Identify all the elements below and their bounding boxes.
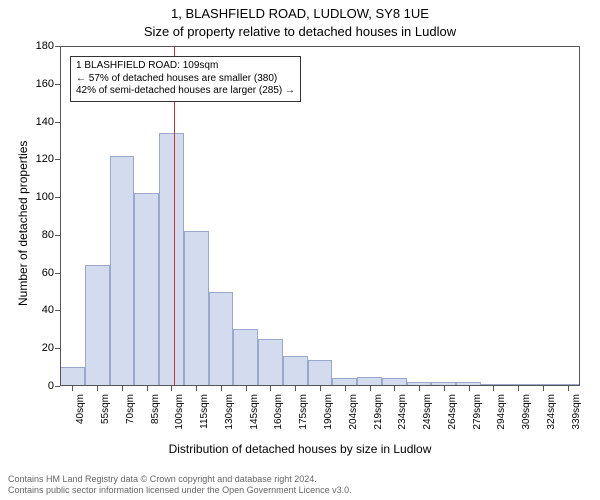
- x-tick-mark: [72, 386, 73, 391]
- y-tick-label: 80: [24, 229, 54, 241]
- annotation-box: 1 BLASHFIELD ROAD: 109sqm ← 57% of detac…: [70, 56, 301, 102]
- histogram-bar: [332, 378, 357, 386]
- x-tick-mark: [122, 386, 123, 391]
- y-tick-mark: [55, 197, 60, 198]
- x-tick-mark: [97, 386, 98, 391]
- x-tick-label: 130sqm: [224, 394, 235, 430]
- y-tick-label: 60: [24, 267, 54, 279]
- histogram-bar: [233, 329, 258, 386]
- y-tick-label: 40: [24, 304, 54, 316]
- x-tick-label: 249sqm: [422, 394, 433, 430]
- y-tick-mark: [55, 273, 60, 274]
- x-tick-mark: [147, 386, 148, 391]
- histogram-bar: [209, 292, 234, 386]
- y-tick-label: 160: [24, 78, 54, 90]
- x-tick-mark: [345, 386, 346, 391]
- x-tick-mark: [543, 386, 544, 391]
- histogram-bar: [382, 378, 407, 386]
- histogram-bar: [134, 193, 159, 386]
- footer-line2: Contains public sector information licen…: [8, 485, 352, 496]
- y-tick-mark: [55, 386, 60, 387]
- histogram-bar: [308, 360, 333, 386]
- x-tick-label: 55sqm: [100, 394, 111, 424]
- y-axis-label: Number of detached properties: [16, 141, 30, 306]
- y-tick-label: 0: [24, 380, 54, 392]
- x-tick-label: 145sqm: [249, 394, 260, 430]
- histogram-bar: [184, 231, 209, 386]
- histogram-bar: [283, 356, 308, 386]
- x-tick-label: 115sqm: [199, 394, 210, 429]
- x-tick-label: 70sqm: [125, 394, 136, 424]
- histogram-bar: [60, 367, 85, 386]
- y-tick-mark: [55, 46, 60, 47]
- x-tick-mark: [419, 386, 420, 391]
- x-tick-label: 234sqm: [397, 394, 408, 430]
- x-tick-mark: [171, 386, 172, 391]
- x-tick-label: 279sqm: [472, 394, 483, 430]
- x-tick-mark: [370, 386, 371, 391]
- x-tick-mark: [196, 386, 197, 391]
- chart-title-line1: 1, BLASHFIELD ROAD, LUDLOW, SY8 1UE: [0, 6, 600, 21]
- x-tick-label: 175sqm: [298, 394, 309, 430]
- histogram-bar: [159, 133, 184, 386]
- annotation-line3: 42% of semi-detached houses are larger (…: [76, 85, 295, 98]
- x-tick-mark: [444, 386, 445, 391]
- annotation-line1: 1 BLASHFIELD ROAD: 109sqm: [76, 60, 295, 73]
- histogram-bar: [110, 156, 135, 386]
- x-tick-mark: [270, 386, 271, 391]
- x-tick-label: 339sqm: [571, 394, 582, 430]
- x-tick-mark: [295, 386, 296, 391]
- footer-credits: Contains HM Land Registry data © Crown c…: [8, 474, 352, 496]
- x-tick-mark: [568, 386, 569, 391]
- x-tick-label: 204sqm: [348, 394, 359, 430]
- x-axis-caption: Distribution of detached houses by size …: [0, 442, 600, 456]
- y-tick-label: 140: [24, 116, 54, 128]
- x-tick-label: 294sqm: [496, 394, 507, 430]
- x-tick-mark: [246, 386, 247, 391]
- y-tick-mark: [55, 235, 60, 236]
- annotation-line2: ← 57% of detached houses are smaller (38…: [76, 73, 295, 86]
- footer-line1: Contains HM Land Registry data © Crown c…: [8, 474, 352, 485]
- x-tick-label: 85sqm: [150, 394, 161, 424]
- x-tick-mark: [518, 386, 519, 391]
- y-tick-label: 100: [24, 191, 54, 203]
- x-tick-label: 324sqm: [546, 394, 557, 430]
- x-tick-label: 264sqm: [447, 394, 458, 430]
- x-tick-label: 100sqm: [174, 394, 185, 430]
- x-tick-mark: [221, 386, 222, 391]
- y-tick-mark: [55, 122, 60, 123]
- y-tick-label: 20: [24, 342, 54, 354]
- x-tick-label: 40sqm: [75, 394, 86, 424]
- y-tick-label: 180: [24, 40, 54, 52]
- chart-title-line2: Size of property relative to detached ho…: [0, 24, 600, 39]
- x-tick-label: 160sqm: [273, 394, 284, 430]
- y-tick-mark: [55, 159, 60, 160]
- histogram-bar: [258, 339, 283, 386]
- x-tick-mark: [469, 386, 470, 391]
- x-tick-label: 309sqm: [521, 394, 532, 430]
- y-tick-mark: [55, 84, 60, 85]
- x-tick-mark: [493, 386, 494, 391]
- x-tick-mark: [320, 386, 321, 391]
- x-tick-mark: [394, 386, 395, 391]
- y-tick-mark: [55, 310, 60, 311]
- histogram-bar: [357, 377, 382, 386]
- y-tick-label: 120: [24, 153, 54, 165]
- y-tick-mark: [55, 348, 60, 349]
- histogram-bar: [85, 265, 110, 386]
- x-tick-label: 190sqm: [323, 394, 334, 430]
- x-tick-label: 219sqm: [373, 394, 384, 430]
